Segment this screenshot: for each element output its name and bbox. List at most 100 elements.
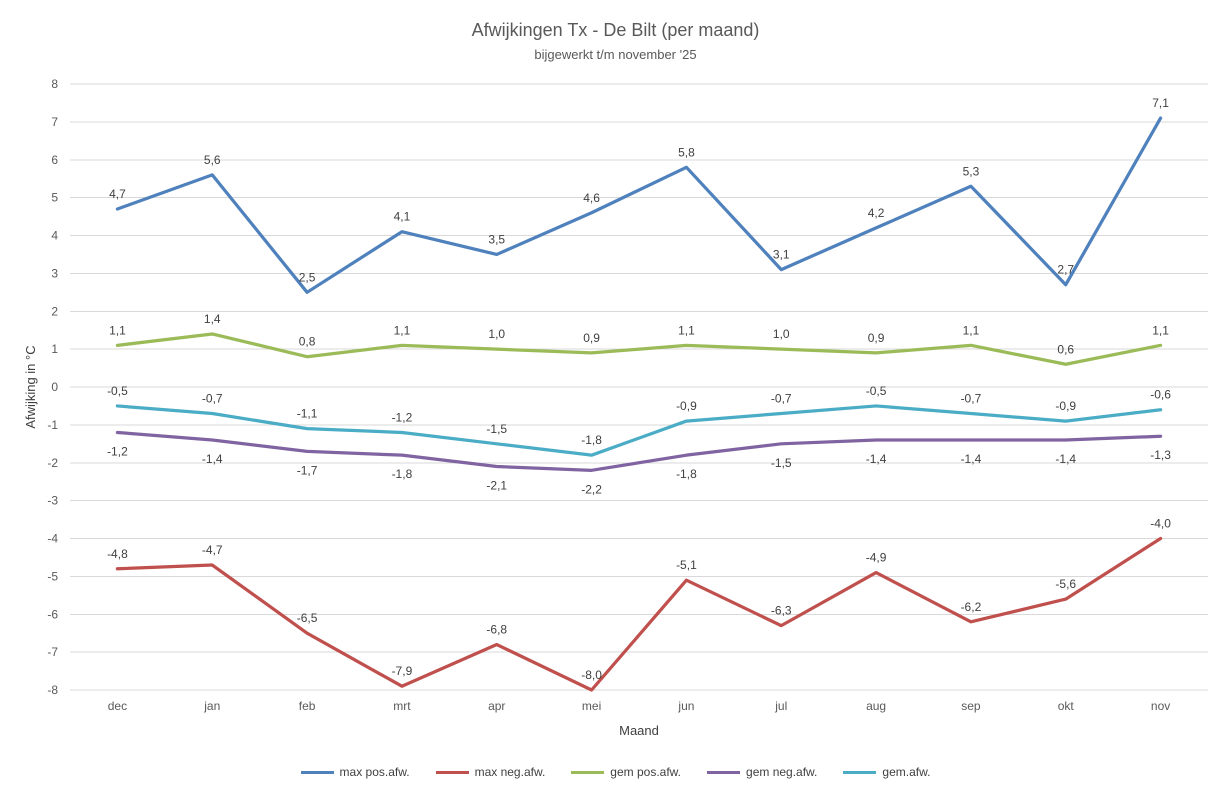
x-tick-label: apr <box>488 699 505 713</box>
x-tick-label: jan <box>203 699 220 713</box>
x-tick-label: sep <box>961 699 981 713</box>
legend-item: max pos.afw. <box>300 765 410 779</box>
data-label: 0,9 <box>868 331 885 345</box>
y-tick-label: -7 <box>47 645 58 659</box>
data-label: 2,5 <box>299 270 316 284</box>
data-label: -1,4 <box>866 452 887 466</box>
y-tick-label: -8 <box>47 683 58 697</box>
data-label: -1,7 <box>297 463 318 477</box>
data-label: 1,1 <box>1152 323 1169 337</box>
data-label: -1,2 <box>392 410 413 424</box>
x-tick-label: jul <box>774 699 787 713</box>
data-label: -1,8 <box>392 467 413 481</box>
series-line <box>115 332 1163 366</box>
legend-label: max neg.afw. <box>474 765 546 779</box>
legend-label: gem neg.afw. <box>746 765 818 779</box>
y-tick-label: -5 <box>47 569 58 583</box>
y-tick-label: -1 <box>47 418 58 432</box>
y-tick-label: 4 <box>51 229 58 243</box>
data-label: -1,2 <box>107 444 128 458</box>
x-tick-label: aug <box>866 699 886 713</box>
data-label: 4,2 <box>868 206 885 220</box>
legend-item: max neg.afw. <box>435 765 546 779</box>
data-label: -5,1 <box>676 558 697 572</box>
series-line <box>115 404 1163 457</box>
data-label: 1,0 <box>773 327 790 341</box>
data-label: -2,2 <box>581 482 602 496</box>
data-label: -4,8 <box>107 547 128 561</box>
data-label: -1,5 <box>486 422 507 436</box>
x-tick-label: mrt <box>393 699 411 713</box>
data-label: 4,1 <box>394 210 411 224</box>
x-axis-title: Maand <box>619 723 659 738</box>
data-label: -1,4 <box>961 452 982 466</box>
series-line <box>115 116 1163 294</box>
data-label: -1,8 <box>581 433 602 447</box>
data-label: 2,7 <box>1057 263 1074 277</box>
data-label: 3,5 <box>488 232 505 246</box>
data-label: -0,9 <box>1055 399 1076 413</box>
data-label: 5,8 <box>678 145 695 159</box>
data-label: -0,6 <box>1150 388 1171 402</box>
chart-subtitle: bijgewerkt t/m november '25 <box>534 47 697 62</box>
legend-label: gem pos.afw. <box>610 765 682 779</box>
y-tick-label: -4 <box>47 532 58 546</box>
x-tick-label: feb <box>299 699 316 713</box>
legend-line-swatch <box>707 770 741 774</box>
data-label: 1,1 <box>678 323 695 337</box>
data-label: 5,3 <box>963 164 980 178</box>
legend-item: gem pos.afw. <box>571 765 681 779</box>
x-tick-label: dec <box>108 699 127 713</box>
x-tick-label: jun <box>677 699 694 713</box>
data-label: -6,8 <box>486 623 507 637</box>
y-tick-label: 8 <box>51 77 58 91</box>
data-label: -6,3 <box>771 604 792 618</box>
legend: max pos.afw. max neg.afw. gem pos.afw. gem … <box>0 765 1231 779</box>
legend-line-swatch <box>843 770 877 774</box>
data-label: -7,9 <box>392 664 413 678</box>
data-label: 1,1 <box>394 323 411 337</box>
data-label: -0,7 <box>961 392 982 406</box>
legend-line-swatch <box>435 770 469 774</box>
data-label: -0,9 <box>676 399 697 413</box>
data-label: 0,6 <box>1057 342 1074 356</box>
legend-label: gem.afw. <box>882 765 931 779</box>
legend-line-swatch <box>571 770 605 774</box>
legend-item: gem neg.afw. <box>707 765 817 779</box>
legend-line-swatch <box>300 770 334 774</box>
series-line <box>115 536 1163 692</box>
data-label: -1,3 <box>1150 448 1171 462</box>
data-label: -5,6 <box>1055 577 1076 591</box>
data-label: -1,8 <box>676 467 697 481</box>
series-line <box>115 430 1163 472</box>
data-label: 1,1 <box>109 323 126 337</box>
data-label: 3,1 <box>773 248 790 262</box>
data-label: -1,4 <box>202 452 223 466</box>
data-label: -0,7 <box>771 392 792 406</box>
data-label: 7,1 <box>1152 96 1169 110</box>
y-tick-label: 6 <box>51 153 58 167</box>
x-tick-label: okt <box>1058 699 1075 713</box>
data-label: -1,4 <box>1055 452 1076 466</box>
data-label: -2,1 <box>486 479 507 493</box>
legend-label: max pos.afw. <box>339 765 410 779</box>
y-tick-label: -3 <box>47 494 58 508</box>
data-label: 0,9 <box>583 331 600 345</box>
data-label: 0,8 <box>299 335 316 349</box>
data-label: -1,1 <box>297 407 318 421</box>
data-label: -4,9 <box>866 551 887 565</box>
x-tick-label: mei <box>582 699 601 713</box>
data-label: 1,1 <box>963 323 980 337</box>
y-tick-label: 0 <box>51 380 58 394</box>
data-label: -4,7 <box>202 543 223 557</box>
y-tick-label: 5 <box>51 191 58 205</box>
data-label: -1,5 <box>771 456 792 470</box>
y-tick-label: 7 <box>51 115 58 129</box>
data-label: -8,0 <box>581 668 602 682</box>
data-label: -0,5 <box>866 384 887 398</box>
data-label: -0,5 <box>107 384 128 398</box>
legend-item: gem.afw. <box>843 765 930 779</box>
chart-title: Afwijkingen Tx - De Bilt (per maand) <box>471 20 760 40</box>
